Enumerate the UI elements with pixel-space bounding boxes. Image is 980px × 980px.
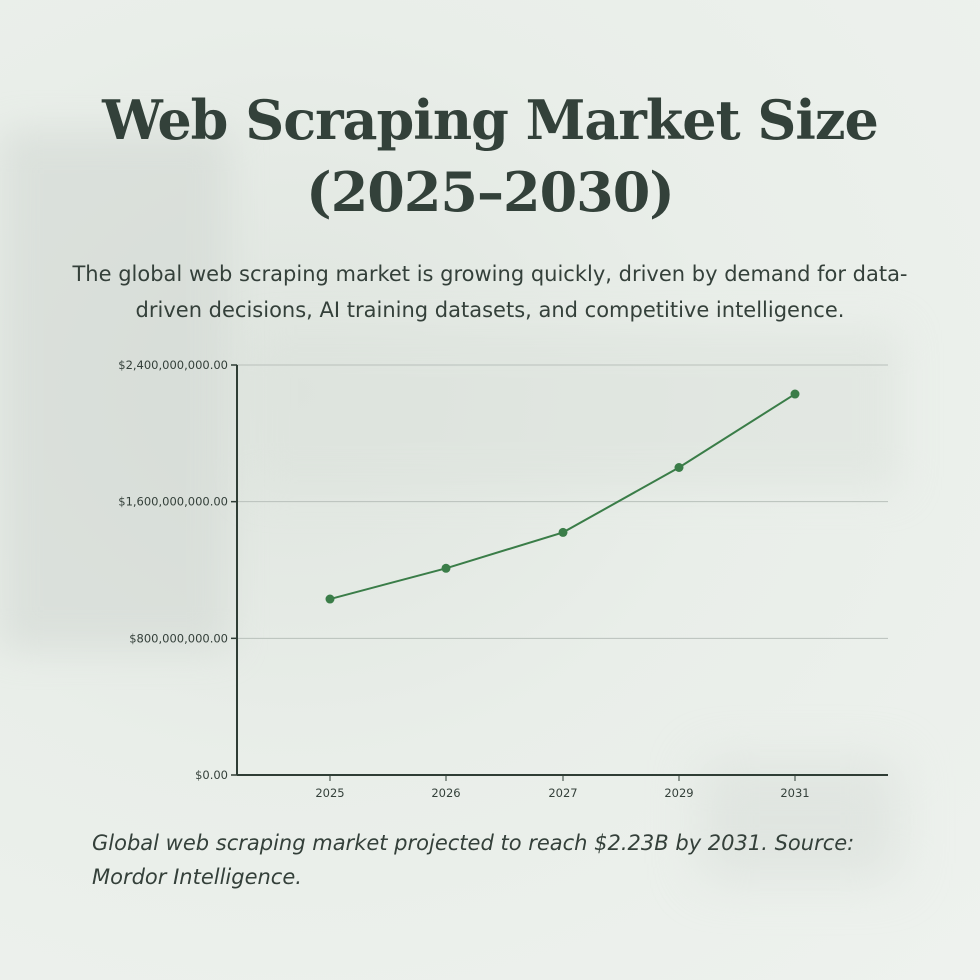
x-tick-label: 2029 bbox=[664, 786, 693, 800]
x-tick-label: 2031 bbox=[780, 786, 809, 800]
x-tick-label: 2026 bbox=[431, 786, 460, 800]
subtitle: The global web scraping market is growin… bbox=[72, 262, 908, 322]
data-point bbox=[790, 389, 800, 399]
data-point bbox=[558, 527, 568, 537]
data-point bbox=[325, 594, 335, 604]
y-tick-label: $1,600,000,000.00 bbox=[118, 495, 228, 509]
series-line bbox=[329, 393, 796, 601]
y-tick-label: $800,000,000.00 bbox=[129, 631, 228, 645]
chart-caption: Global web scraping market projected to … bbox=[92, 831, 855, 889]
background-blur bbox=[0, 130, 230, 650]
x-tick-label: 2027 bbox=[548, 786, 577, 800]
y-tick-label: $2,400,000,000.00 bbox=[118, 358, 228, 372]
x-tick-label: 2025 bbox=[315, 786, 344, 800]
data-point bbox=[441, 563, 451, 573]
y-tick-label: $0.00 bbox=[195, 768, 228, 782]
title-line-1: Web Scraping Market Size bbox=[102, 88, 879, 152]
page-title: Web Scraping Market Size (2025–2030) bbox=[0, 84, 980, 228]
title-line-2: (2025–2030) bbox=[306, 160, 675, 224]
background-blur bbox=[250, 330, 900, 490]
background-blur bbox=[700, 760, 900, 880]
data-point bbox=[674, 463, 684, 472]
